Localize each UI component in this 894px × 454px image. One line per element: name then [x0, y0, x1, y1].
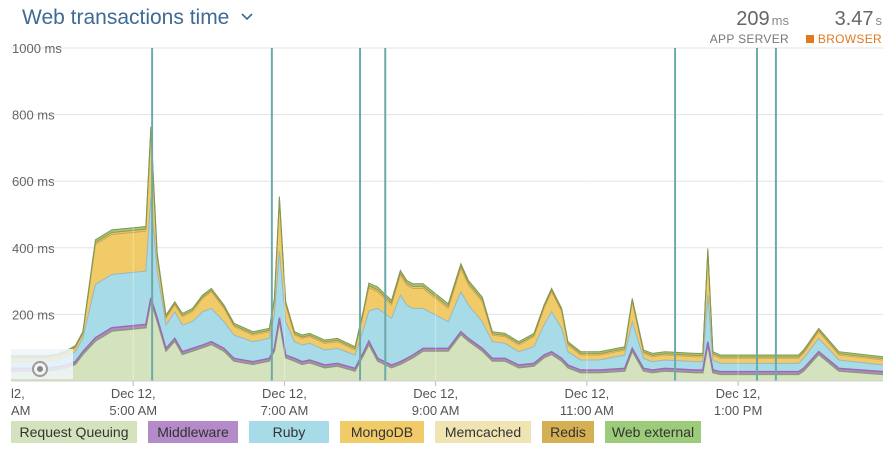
x-tick-label-line2: AM — [11, 403, 31, 418]
x-tick-label-line1: Dec 12, — [413, 386, 458, 401]
y-tick-label: 600 ms — [12, 174, 55, 189]
series-line-web-external — [11, 126, 884, 358]
legend-item-redis[interactable]: Redis — [542, 421, 594, 443]
y-tick-label: 800 ms — [12, 108, 55, 123]
series-line-middleware — [11, 297, 884, 373]
chart-title[interactable]: Web transactions time — [22, 6, 230, 29]
x-tick-label-line2: 9:00 AM — [412, 403, 460, 418]
browser-label: BROWSER — [817, 32, 882, 46]
legend-item-ruby[interactable]: Ruby — [249, 421, 329, 443]
legend-item-mongodb[interactable]: MongoDB — [340, 421, 424, 443]
x-tick-label-line1: Dec 12, — [564, 386, 609, 401]
browser-swatch-icon — [805, 35, 814, 43]
transactions-chart[interactable]: 200 ms 400 ms 600 ms 800 ms 1000 ms l2, AM Dec … — [0, 36, 894, 421]
x-tick-label-line1: Dec 12, — [111, 386, 156, 401]
app-server-stat: 209 ms APP SERVER — [710, 8, 789, 46]
x-tick-label-line1: l2, — [11, 386, 25, 401]
app-server-value: 209 — [736, 8, 770, 30]
legend-item-web-external[interactable]: Web external — [605, 421, 701, 443]
app-server-unit: ms — [771, 13, 789, 28]
browser-stat: 3.47 s BROWSER — [805, 8, 883, 46]
legend-item-request-queuing[interactable]: Request Queuing — [11, 421, 137, 443]
browser-unit: s — [875, 13, 883, 28]
range-handle-dot — [37, 366, 43, 372]
x-tick-label-line1: Dec 12, — [262, 386, 307, 401]
browser-value: 3.47 — [834, 8, 874, 30]
x-tick-label-line1: Dec 12, — [716, 386, 761, 401]
series-area-request-queuing — [11, 301, 883, 381]
y-tick-label: 200 ms — [12, 307, 55, 322]
app-server-label: APP SERVER — [709, 32, 789, 46]
series-area-mongodb — [11, 131, 883, 366]
y-tick-label: 400 ms — [12, 241, 55, 256]
legend-item-middleware[interactable]: Middleware — [148, 421, 238, 443]
browser-label-row: BROWSER — [805, 32, 882, 46]
y-tick-label: 1000 ms — [12, 41, 62, 56]
series-line-ruby — [11, 197, 884, 366]
x-tick-label-line2: 11:00 AM — [560, 403, 614, 418]
x-tick-label-line2: 1:00 PM — [714, 403, 762, 418]
x-tick-label-line2: 5:00 AM — [109, 403, 157, 418]
series-line-request-queuing — [11, 300, 884, 376]
chevron-down-icon[interactable] — [240, 10, 254, 24]
legend-item-memcached[interactable]: Memcached — [435, 421, 531, 443]
chart-header: Web transactions time 209 ms APP SERVER 3… — [0, 0, 894, 48]
series-line-redis — [11, 129, 884, 360]
series-area-ruby — [11, 197, 883, 372]
x-tick-label-line2: 7:00 AM — [261, 403, 309, 418]
